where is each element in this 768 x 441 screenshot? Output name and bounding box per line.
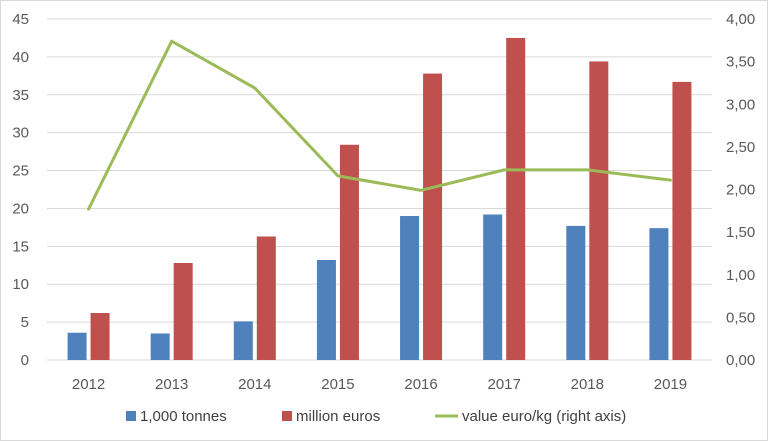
bar-tonnes [400, 216, 420, 360]
left-axis-tick-label: 35 [12, 87, 29, 104]
right-axis-tick-label: 3,50 [726, 54, 755, 71]
legend-swatch [282, 411, 292, 421]
x-axis-tick-label: 2014 [238, 376, 271, 393]
bar-million-euros [90, 313, 110, 360]
left-axis-tick-label: 40 [12, 49, 29, 66]
legend-label: value euro/kg (right axis) [462, 408, 626, 425]
right-axis-tick-label: 1,50 [726, 224, 755, 241]
right-axis-tick-label: 4,00 [726, 11, 755, 28]
x-axis-tick-label: 2015 [321, 376, 354, 393]
left-axis-tick-label: 15 [12, 238, 29, 255]
bar-tonnes [566, 225, 586, 360]
gridlines [47, 18, 712, 361]
left-axis-tick-label: 45 [12, 11, 29, 28]
x-axis-tick-label: 2016 [404, 376, 437, 393]
left-axis-ticks: 0 5 10 15 20 25 30 35 40 45 [12, 11, 29, 369]
bar-million-euros [173, 263, 193, 360]
right-axis-tick-label: 0,50 [726, 309, 755, 326]
right-axis-tick-label: 2,50 [726, 139, 755, 156]
x-axis-tick-label: 2018 [571, 376, 604, 393]
x-axis-tick-label: 2019 [654, 376, 687, 393]
bar-tonnes [233, 321, 253, 360]
bar-million-euros [256, 236, 276, 360]
legend-label: million euros [296, 408, 380, 425]
bar-million-euros [506, 37, 526, 360]
bar-million-euros [589, 61, 609, 361]
line-series [87, 39, 672, 211]
bar-tonnes [316, 259, 336, 360]
left-axis-tick-label: 20 [12, 200, 29, 217]
left-axis-tick-label: 25 [12, 163, 29, 180]
line-value-euro-per-kg [87, 39, 672, 211]
bar-million-euros [423, 73, 443, 360]
bar-million-euros [339, 144, 359, 360]
bar-tonnes [67, 332, 87, 360]
x-axis-tick-label: 2017 [488, 376, 521, 393]
left-axis-tick-label: 5 [21, 314, 29, 331]
right-axis-tick-label: 3,00 [726, 96, 755, 113]
bar-million-euros [672, 81, 692, 360]
legend-label: 1,000 tonnes [140, 408, 227, 425]
bar-tonnes [150, 333, 170, 360]
left-axis-tick-label: 0 [21, 352, 29, 369]
x-axis-ticks: 2012 2013 2014 2015 2016 2017 2018 2019 [72, 376, 687, 393]
left-axis-tick-label: 10 [12, 276, 29, 293]
legend: 1,000 tonnes million euros value euro/kg (… [126, 408, 626, 425]
bars [67, 37, 692, 361]
bar-tonnes [483, 214, 503, 360]
right-axis-tick-label: 0,00 [726, 352, 755, 369]
left-axis-tick-label: 30 [12, 125, 29, 142]
x-axis-tick-label: 2013 [155, 376, 188, 393]
right-axis-tick-label: 1,00 [726, 267, 755, 284]
right-axis-ticks: 0,00 0,50 1,00 1,50 2,00 2,50 3,00 3,50 4,00 [726, 11, 755, 369]
legend-swatch [126, 411, 136, 421]
bar-tonnes [649, 228, 669, 360]
x-axis-tick-label: 2012 [72, 376, 105, 393]
right-axis-tick-label: 2,00 [726, 182, 755, 199]
